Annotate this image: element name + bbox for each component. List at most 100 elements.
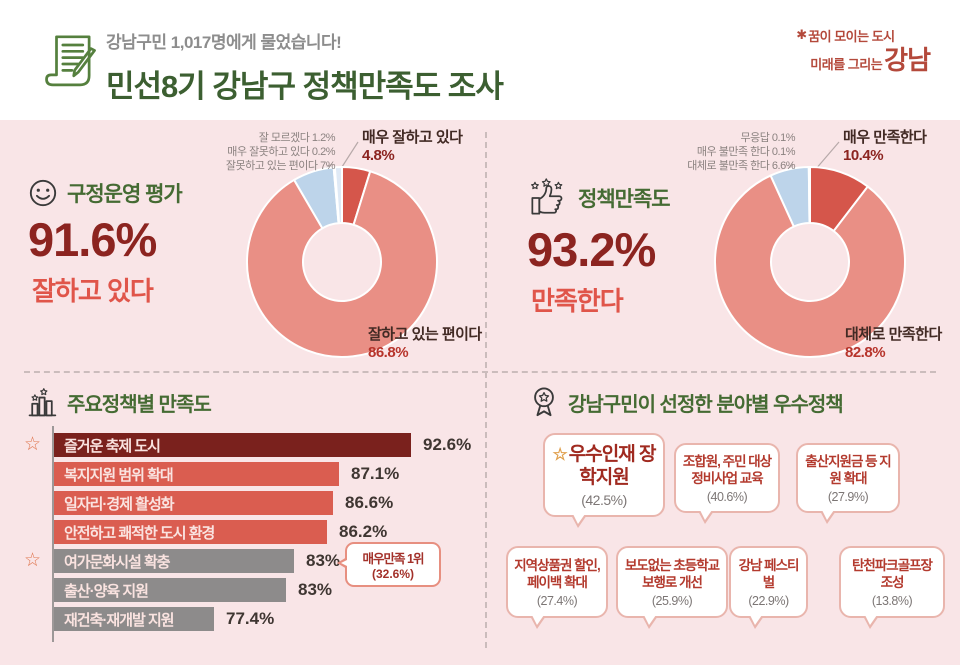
bar-chart-icon (28, 388, 57, 417)
bar: 즐거운 축제 도시 (54, 433, 411, 457)
header: 강남구민 1,017명에게 물었습니다! 민선8기 강남구 정책만족도 조사 ✱… (0, 0, 960, 120)
card-percentage: (27.9%) (827, 489, 869, 504)
smiley-icon (29, 179, 57, 207)
document-pencil-icon (45, 35, 96, 87)
donut-slice-매우 만족한다 (809, 165, 870, 233)
bar: 재건축·재개발 지원 (54, 607, 214, 631)
admin-headline: 구정운영 평가 91.6% 잘하고 있다 (28, 178, 183, 308)
card-title: 조합원, 주민 대상 정비사업 교육 (682, 453, 772, 486)
section-policy-satisfaction: 무응답 0.1% 매우 불만족 한다 0.1% 대체로 불만족 한다 6.6% … (483, 120, 960, 372)
bar-rows: ☆ 즐거운 축제 도시 92.6% 복지지원 범위 확대 87.1% 일자리·경제 활성화… (24, 433, 479, 636)
chart-title: 정책만족도 (578, 188, 671, 211)
policy-card: 보도없는 초등학교 보행로 개선 (25.9%) (616, 546, 728, 629)
vertical-divider (485, 132, 487, 648)
logo-tagline-2: 미래를 그리는 (810, 57, 883, 73)
bar-row: 안전하고 쾌적한 도시 환경 86.2% (54, 520, 479, 544)
headline-label: 만족한다 (531, 286, 624, 316)
bar-value: 77.4% (226, 609, 275, 628)
bar: 여가문화시설 확충 (54, 549, 294, 573)
bar-label: 재건축·재개발 지원 (64, 611, 175, 629)
bar-value: 83% (298, 580, 333, 599)
headline-value: 93.2% (527, 223, 656, 276)
side-label: 잘 모르겠다 1.2% (258, 132, 336, 144)
donut-slice-잘못하고 있는 편이다 (292, 166, 340, 230)
bar-label: 안전하고 쾌적한 도시 환경 (64, 524, 215, 542)
donut-side-labels: 무응답 0.1% 매우 불만족 한다 0.1% 대체로 불만족 한다 6.6% (545, 131, 795, 173)
callout-name: 매우 잘하고 있다 (362, 129, 463, 146)
section-admin-evaluation: 잘 모르겠다 1.2% 매우 잘못하고 있다 0.2% 잘못하고 있는 편이다 … (0, 120, 483, 372)
card-percentage: (27.4%) (536, 593, 578, 608)
callout-value: 10.4% (843, 147, 884, 164)
logo-brand: 강남 (884, 45, 931, 76)
section-title: 주요정책별 만족도 (67, 393, 212, 416)
star-icon: ☆ (552, 444, 568, 464)
bar-row: ☆ 여가문화시설 확충 83% (24, 549, 479, 573)
policy-headline: 정책만족도 93.2% 만족한다 (527, 178, 671, 318)
card-percentage: (22.9%) (748, 593, 789, 608)
bar: 안전하고 쾌적한 도시 환경 (54, 520, 327, 544)
policy-card: 지역상품권 할인, 페이백 확대 (27.4%) (506, 546, 608, 629)
card-title: 지역상품권 할인, 페이백 확대 (514, 557, 600, 590)
policy-card: 탄천파크골프장 조성 (13.8%) (839, 546, 945, 629)
thumbs-up-icon (531, 178, 563, 215)
card-title: 탄천파크골프장 조성 (852, 557, 933, 590)
section-policy-bars: 주요정책별 만족도 ☆ 즐거운 축제 도시 92.6% 복지지원 범위 확대 87.1%… (0, 372, 483, 665)
donut-top-callout: 매우 잘하고 있다 4.8% (362, 129, 463, 165)
donut-bottom-callout: 잘하고 있는 편이다 86.8% (368, 326, 482, 362)
card-title: 출산지원금 등 지원 확대 (805, 453, 891, 486)
bar-label: 출산·양육 지원 (64, 582, 149, 600)
callout-name: 대체로 만족한다 (845, 326, 942, 343)
side-label: 잘못하고 있는 편이다 7% (225, 160, 336, 172)
bar: 복지지원 범위 확대 (54, 462, 339, 486)
side-label: 매우 불만족 한다 0.1% (696, 146, 796, 158)
bar-row: 출산·양육 지원 83% (54, 578, 479, 602)
bar-value: 92.6% (423, 435, 472, 454)
survey-subtitle: 강남구민 1,017명에게 물었습니다! (106, 33, 342, 52)
callout-line1: 매우만족 1위 (362, 552, 425, 566)
card-title: ☆ 우수인재 장학지원 (552, 443, 657, 488)
card-percentage: (40.6%) (706, 489, 748, 504)
top-satisfaction-callout: 매우만족 1위 (32.6%) (337, 542, 441, 587)
bar-label: 복지지원 범위 확대 (64, 466, 174, 484)
callout-value: 86.8% (368, 344, 409, 361)
bar-value: 87.1% (351, 464, 400, 483)
donut-side-labels: 잘 모르겠다 1.2% 매우 잘못하고 있다 0.2% 잘못하고 있는 편이다 … (85, 131, 336, 173)
card-title: 보도없는 초등학교 보행로 개선 (624, 557, 720, 590)
side-label: 대체로 불만족 한다 6.6% (687, 160, 795, 172)
card-percentage: (25.9%) (651, 593, 693, 608)
donut-slice-잘 모르겠다 (333, 165, 343, 225)
card-percentage: (13.8%) (871, 593, 913, 608)
callout-name: 매우 만족한다 (843, 129, 927, 146)
bar-value: 83% (306, 551, 341, 570)
side-label: 매우 잘못하고 있다 0.2% (227, 146, 335, 158)
donut-bottom-callout: 대체로 만족한다 82.8% (845, 326, 942, 362)
headline-label: 잘하고 있다 (32, 276, 154, 306)
page-title: 민선8기 강남구 정책만족도 조사 (106, 69, 504, 104)
bar-label: 여가문화시설 확충 (64, 553, 171, 571)
callout-value: 82.8% (845, 344, 886, 361)
side-label: 무응답 0.1% (740, 132, 796, 144)
section-best-policies: 강남구민이 선정한 분야별 우수정책 ☆ 우수인재 장학지원 (42.5%) 조합… (483, 372, 960, 665)
donut-top-callout: 매우 만족한다 10.4% (843, 129, 927, 165)
policy-card: 조합원, 주민 대상 정비사업 교육 (40.6%) (674, 443, 780, 524)
headline-value: 91.6% (28, 213, 157, 266)
logo-tagline-1: 꿈이 모이는 도시 (808, 29, 895, 44)
bar-value: 86.2% (339, 522, 388, 541)
bar: 출산·양육 지원 (54, 578, 286, 602)
star-icon: ☆ (24, 434, 42, 455)
card-title: 강남 페스티벌 (738, 557, 800, 590)
bar-row: ☆ 즐거운 축제 도시 92.6% (24, 433, 479, 457)
bar-axis-line (52, 426, 54, 642)
donut-slice-매우 잘못하고 있다 (332, 166, 341, 225)
section-title: 강남구민이 선정한 분야별 우수정책 (568, 393, 844, 416)
policy-card: 강남 페스티벌 (22.9%) (729, 546, 808, 629)
bar-row: 일자리·경제 활성화 86.6% (54, 491, 479, 515)
callout-line2: (32.6%) (371, 567, 415, 581)
donut-slice-대체로 불만족 한다 (769, 165, 811, 228)
header-texts: 강남구민 1,017명에게 물었습니다! 민선8기 강남구 정책만족도 조사 (106, 28, 504, 106)
bar-value: 86.6% (345, 493, 394, 512)
bar: 일자리·경제 활성화 (54, 491, 333, 515)
callout-name: 잘하고 있는 편이다 (368, 326, 482, 343)
horizontal-divider (24, 371, 936, 373)
